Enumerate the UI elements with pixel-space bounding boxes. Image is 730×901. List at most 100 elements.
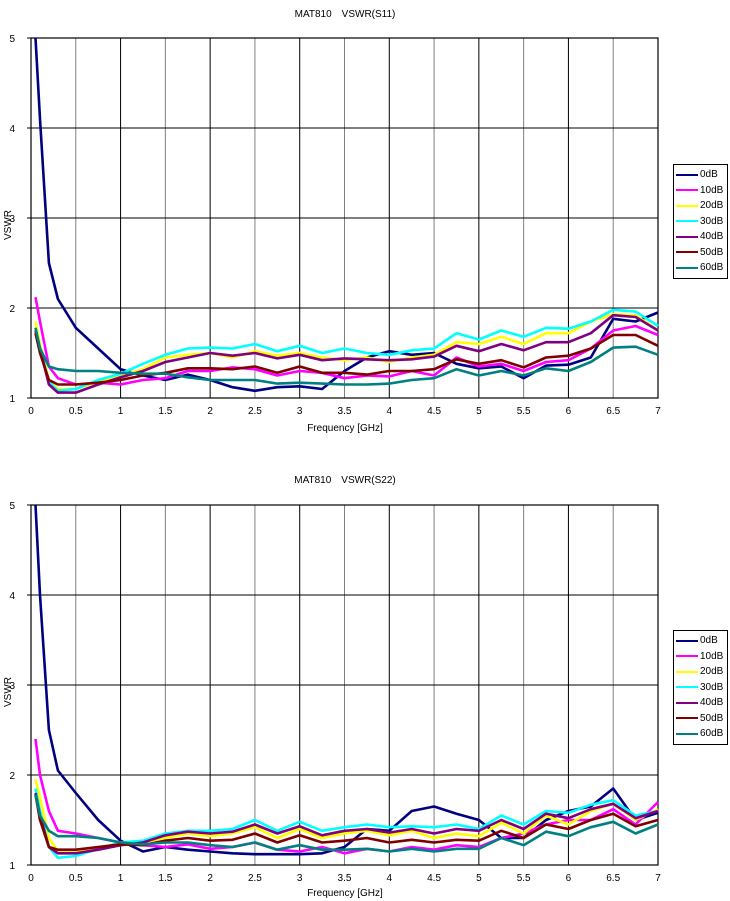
- legend-label: 50dB: [700, 712, 724, 724]
- legend-swatch: [676, 686, 698, 689]
- legend-swatch: [676, 189, 698, 192]
- legend-item: 50dB: [676, 245, 723, 261]
- x-tick-label: 2: [207, 406, 213, 417]
- x-tick-label: 7: [655, 406, 661, 417]
- legend-swatch: [676, 655, 698, 658]
- chart-title: MAT810 VSWR(S11): [294, 9, 396, 20]
- y-tick-label: 1: [9, 394, 15, 405]
- legend-label: 30dB: [700, 215, 724, 227]
- legend-item: 40dB: [676, 229, 723, 245]
- series-line-60dB: [34, 794, 659, 853]
- legend-swatch: [676, 204, 698, 207]
- legend-label: 20dB: [700, 200, 724, 212]
- x-tick-label: 1.5: [158, 406, 172, 417]
- legend-item: 20dB: [676, 664, 723, 680]
- x-tick-label: 4.5: [427, 873, 441, 884]
- x-tick-label: 1: [118, 873, 124, 884]
- legend-label: 40dB: [700, 231, 724, 243]
- plot-frame: [30, 504, 659, 866]
- x-tick-label: 0.5: [69, 406, 83, 417]
- legend-label: 10dB: [700, 650, 724, 662]
- legend-swatch: [676, 670, 698, 673]
- x-tick-label: 2.5: [248, 406, 262, 417]
- legend-item: 20dB: [676, 198, 723, 214]
- series-line-50dB: [34, 332, 659, 386]
- x-tick-label: 0: [28, 873, 34, 884]
- legend-label: 50dB: [700, 246, 724, 258]
- x-tick-label: 3: [297, 406, 303, 417]
- legend-label: 20dB: [700, 666, 724, 678]
- chart-s11: MAT810 VSWR(S11) 0 0.5 1 1.5 2 2.5 3 3.5 4 4.5 5 5.…: [0, 0, 730, 450]
- series-line-60dB: [34, 327, 659, 386]
- x-tick-label: 5: [476, 873, 482, 884]
- legend: 0dB 10dB 20dB 30dB 40dB 50dB 60dB: [673, 164, 729, 279]
- legend-label: 0dB: [700, 635, 718, 647]
- y-axis-label: VSWR: [3, 677, 14, 707]
- legend-swatch: [676, 173, 698, 176]
- x-tick-label: 1.5: [158, 873, 172, 884]
- legend-label: 0dB: [700, 169, 718, 181]
- y-tick-label: 4: [9, 591, 15, 602]
- y-tick-label: 4: [9, 124, 15, 135]
- x-tick-label: 3.5: [338, 406, 352, 417]
- legend-item: 60dB: [676, 260, 723, 276]
- y-tick-label: 2: [9, 304, 15, 315]
- series-line-0dB: [34, 37, 659, 393]
- legend-item: 0dB: [676, 633, 723, 649]
- y-tick-label: 5: [9, 34, 15, 45]
- y-tick-label: 1: [9, 861, 15, 872]
- series-line-0dB: [34, 504, 659, 856]
- x-axis-label: Frequency [GHz]: [307, 888, 383, 899]
- series-line-50dB: [34, 794, 659, 852]
- y-tick-label: 5: [9, 501, 15, 512]
- legend-swatch: [676, 701, 698, 704]
- series-line-40dB: [34, 792, 659, 855]
- series-line-40dB: [34, 313, 659, 394]
- legend-swatch: [676, 266, 698, 269]
- y-tick-label: 2: [9, 771, 15, 782]
- legend-item: 10dB: [676, 649, 723, 665]
- legend-label: 60dB: [700, 262, 724, 274]
- x-tick-label: 4: [387, 873, 393, 884]
- x-tick-label: 2.5: [248, 873, 262, 884]
- x-tick-label: 0.5: [69, 873, 83, 884]
- x-tick-label: 5.5: [517, 873, 531, 884]
- y-axis-label: VSWR: [3, 210, 14, 240]
- plot-area: 0 0.5 1 1.5 2 2.5 3 3.5 4 4.5 5 5.5 6 6.5 7 1 2 3 4 5: [9, 34, 661, 417]
- y-tick-label: 3: [9, 681, 15, 692]
- x-tick-label: 4.5: [427, 406, 441, 417]
- legend-swatch: [676, 251, 698, 254]
- legend-item: 40dB: [676, 695, 723, 711]
- chart-s22: MAT810 VSWR(S22) 0 0.5 1 1.5 2 2.5 3 3.5 4 4.5 5 5.…: [0, 467, 730, 901]
- y-tick-label: 3: [9, 214, 15, 225]
- plot-area: 0 0.5 1 1.5 2 2.5 3 3.5 4 4.5 5 5.5 6 6.5 7 1 2 3 4 5: [9, 501, 661, 884]
- chart-title: MAT810 VSWR(S22): [294, 475, 396, 486]
- x-tick-label: 7: [655, 873, 661, 884]
- legend-swatch: [676, 717, 698, 720]
- x-tick-label: 6: [566, 406, 572, 417]
- x-tick-label: 3: [297, 873, 303, 884]
- legend-item: 10dB: [676, 183, 723, 199]
- x-tick-label: 3.5: [338, 873, 352, 884]
- legend-item: 30dB: [676, 214, 723, 230]
- x-tick-label: 2: [207, 873, 213, 884]
- legend-item: 60dB: [676, 726, 723, 742]
- legend-label: 40dB: [700, 697, 724, 709]
- legend-item: 50dB: [676, 711, 723, 727]
- legend-swatch: [676, 732, 698, 735]
- x-tick-label: 6.5: [606, 873, 620, 884]
- plot-frame: [30, 37, 659, 399]
- legend-label: 30dB: [700, 681, 724, 693]
- legend-item: 0dB: [676, 167, 723, 183]
- legend-swatch: [676, 639, 698, 642]
- x-tick-label: 0: [28, 406, 34, 417]
- x-tick-label: 6: [566, 873, 572, 884]
- legend: 0dB 10dB 20dB 30dB 40dB 50dB 60dB: [673, 630, 729, 745]
- x-tick-label: 6.5: [606, 406, 620, 417]
- legend-label: 10dB: [700, 184, 724, 196]
- x-tick-label: 5.5: [517, 406, 531, 417]
- legend-item: 30dB: [676, 680, 723, 696]
- legend-swatch: [676, 220, 698, 223]
- x-tick-label: 4: [387, 406, 393, 417]
- legend-label: 60dB: [700, 728, 724, 740]
